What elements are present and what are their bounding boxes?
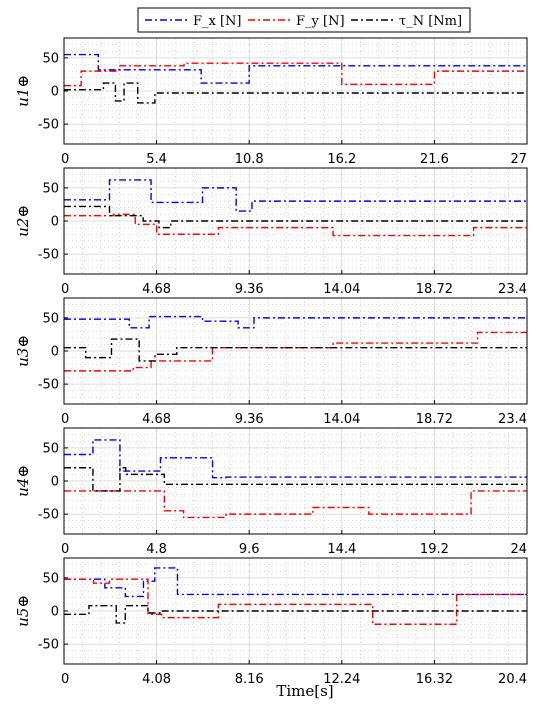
y-tick-label: 50	[42, 181, 59, 196]
x-tick-label: 9.36	[235, 282, 264, 297]
subplot-4: -50 0 50 0 4.8 9.6 14.4 19.2 24 u4⊕	[14, 427, 528, 557]
x-tick-label: 9.6	[239, 542, 260, 557]
x-tick-label: 16.2	[327, 152, 356, 167]
series-line-fx	[64, 567, 527, 598]
y-tick-label: 0	[51, 605, 59, 620]
series-line-fy	[64, 490, 527, 519]
x-tick-label: 4.8	[146, 542, 167, 557]
x-tick-label: 16.32	[416, 672, 453, 687]
legend-item-fy: F_y [N]	[248, 14, 345, 29]
y-tick-label: 50	[42, 571, 59, 586]
y-tick-label: -50	[38, 508, 59, 523]
series-line-tau	[64, 467, 527, 492]
subplot-5: -50 0 50 0 4.08 8.16 12.24 16.32 20.4 u5⊕	[14, 557, 528, 687]
series-line-fx	[64, 439, 527, 479]
y-axis-label: u4⊕	[14, 465, 32, 497]
y-tick-label: -50	[38, 378, 59, 393]
x-tick-label: 24	[510, 542, 527, 557]
subplot-1: -50 0 50 0 5.4 10.8 16.2 21.6 27 u1⊕	[14, 37, 528, 167]
series-line-fy	[64, 62, 527, 87]
x-tick-label: 0	[61, 542, 69, 557]
x-tick-label: 27	[510, 152, 527, 167]
legend-label-fx: F_x [N]	[193, 14, 242, 29]
x-axis-label: Time[s]	[276, 682, 333, 700]
y-tick-label: 0	[51, 345, 59, 360]
y-axis-label: u1⊕	[14, 75, 32, 107]
x-tick-label: 12.24	[323, 672, 360, 687]
x-tick-label: 19.2	[420, 542, 449, 557]
legend-box	[137, 7, 471, 33]
legend-label-fy: F_y [N]	[296, 14, 345, 29]
y-tick-label: 0	[51, 85, 59, 100]
legend-label-tau: τ_N [Nm]	[399, 14, 462, 29]
y-axis-label: u3⊕	[14, 335, 32, 367]
subplot-3: -50 0 50 0 4.68 9.36 14.04 18.72 23.4 u3⊕	[14, 297, 528, 427]
y-tick-label: -50	[38, 248, 59, 263]
x-tick-label: 18.72	[416, 412, 453, 427]
y-tick-label: -50	[38, 118, 59, 133]
series-line-tau	[64, 205, 527, 229]
series-line-fy	[64, 578, 527, 625]
series-line-tau	[64, 82, 527, 104]
y-tick-label: 50	[42, 311, 59, 326]
x-tick-label: 0	[61, 152, 69, 167]
series-line-fx	[64, 179, 527, 212]
x-tick-label: 0	[61, 672, 69, 687]
series-line-fx	[64, 53, 527, 84]
series-line-tau	[64, 605, 527, 624]
series-line-fx	[64, 315, 527, 329]
x-tick-label: 5.4	[146, 152, 167, 167]
y-tick-label: 50	[42, 441, 59, 456]
x-tick-label: 10.8	[235, 152, 264, 167]
x-tick-label: 18.72	[416, 282, 453, 297]
legend: F_x [N] F_y [N] τ_N [Nm]	[137, 7, 471, 33]
subplot-2: -50 0 50 0 4.68 9.36 14.04 18.72 23.4 u2⊕	[14, 167, 528, 297]
series-line-tau	[64, 338, 527, 362]
x-tick-label: 0	[61, 282, 69, 297]
x-tick-label: 14.4	[327, 542, 356, 557]
x-tick-label: 0	[61, 412, 69, 427]
y-axis-label: u5⊕	[14, 595, 32, 627]
x-tick-label: 23.4	[498, 412, 527, 427]
legend-item-fx: F_x [N]	[145, 14, 242, 29]
x-tick-label: 14.04	[323, 412, 360, 427]
x-tick-label: 9.36	[235, 412, 264, 427]
x-tick-label: 14.04	[323, 282, 360, 297]
x-tick-label: 4.68	[142, 412, 171, 427]
x-tick-label: 21.6	[420, 152, 449, 167]
legend-item-tau: τ_N [Nm]	[351, 14, 462, 29]
y-tick-label: -50	[38, 638, 59, 653]
y-tick-label: 50	[42, 51, 59, 66]
y-axis-label: u2⊕	[14, 205, 32, 237]
x-tick-label: 8.16	[235, 672, 264, 687]
series-line-fy	[64, 213, 527, 237]
x-tick-label: 4.08	[142, 672, 171, 687]
y-tick-label: 0	[51, 475, 59, 490]
y-tick-label: 0	[51, 215, 59, 230]
x-tick-label: 23.4	[498, 282, 527, 297]
x-tick-label: 4.68	[142, 282, 171, 297]
x-tick-label: 20.4	[498, 672, 527, 687]
